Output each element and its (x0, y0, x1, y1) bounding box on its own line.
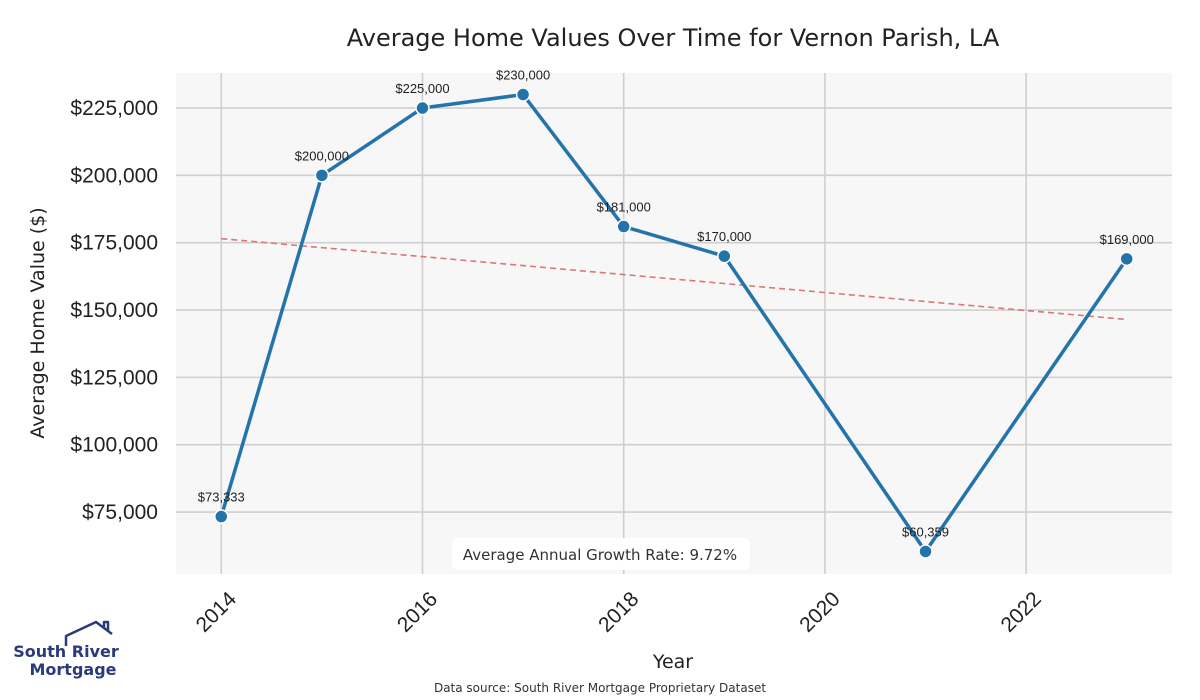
annotation-box (452, 538, 750, 570)
logo-line-2: Mortgage (29, 660, 116, 679)
x-tick-label: 2014 (192, 587, 242, 637)
growth-rate-annotation: Average Annual Growth Rate: 9.72% (452, 538, 750, 570)
y-tick-label: $150,000 (70, 299, 158, 322)
data-label: $73,333 (198, 490, 245, 505)
company-logo: South River Mortgage (13, 620, 119, 679)
y-tick-label: $225,000 (70, 97, 158, 120)
data-point (717, 248, 732, 264)
trend-line (221, 237, 1127, 321)
y-axis-label: Average Home Value ($) (27, 207, 49, 438)
data-point (415, 100, 430, 116)
data-label: $60,359 (902, 524, 949, 539)
logo-line-1: South River (13, 642, 119, 661)
data-point (616, 219, 631, 234)
y-tick-label: $175,000 (70, 232, 158, 255)
x-tick-label: 2020 (795, 587, 844, 636)
plot-area (176, 73, 1172, 574)
data-point (214, 509, 229, 524)
data-label: $170,000 (697, 229, 751, 244)
point-labels: $73,333 $200,000 $225,000 $230,000 $181,000 $… (198, 68, 1154, 540)
series-line (219, 92, 1129, 554)
data-points (214, 87, 1134, 559)
y-axis-ticks: $75,000 $100,000 $125,000 $150,000 $175,000 $… (70, 97, 158, 524)
grid (176, 73, 1172, 574)
y-tick-label: $100,000 (70, 434, 158, 457)
x-tick-label: 2022 (997, 587, 1046, 636)
data-point (1119, 251, 1134, 267)
data-label: $230,000 (496, 68, 550, 83)
annotation-text: Average Annual Growth Rate: 9.72% (463, 546, 737, 564)
y-tick-label: $200,000 (70, 164, 158, 187)
x-tick-label: 2018 (594, 587, 643, 636)
chart-title: Average Home Values Over Time for Vernon… (347, 24, 1000, 52)
data-label: $200,000 (295, 148, 349, 163)
x-tick-label: 2016 (393, 587, 442, 636)
house-roof-icon (64, 620, 113, 646)
data-point (918, 544, 933, 559)
data-source-note: Data source: South River Mortgage Propri… (434, 681, 766, 695)
data-point (314, 168, 330, 183)
y-tick-label: $125,000 (70, 366, 158, 389)
x-axis-label: Year (652, 651, 693, 673)
data-label: $225,000 (395, 81, 449, 96)
data-point (515, 87, 531, 102)
x-axis-ticks: 2014 2016 2018 2020 2022 (192, 587, 1046, 637)
data-label: $181,000 (597, 200, 651, 215)
y-tick-label: $75,000 (82, 501, 158, 524)
data-label: $169,000 (1100, 232, 1154, 247)
